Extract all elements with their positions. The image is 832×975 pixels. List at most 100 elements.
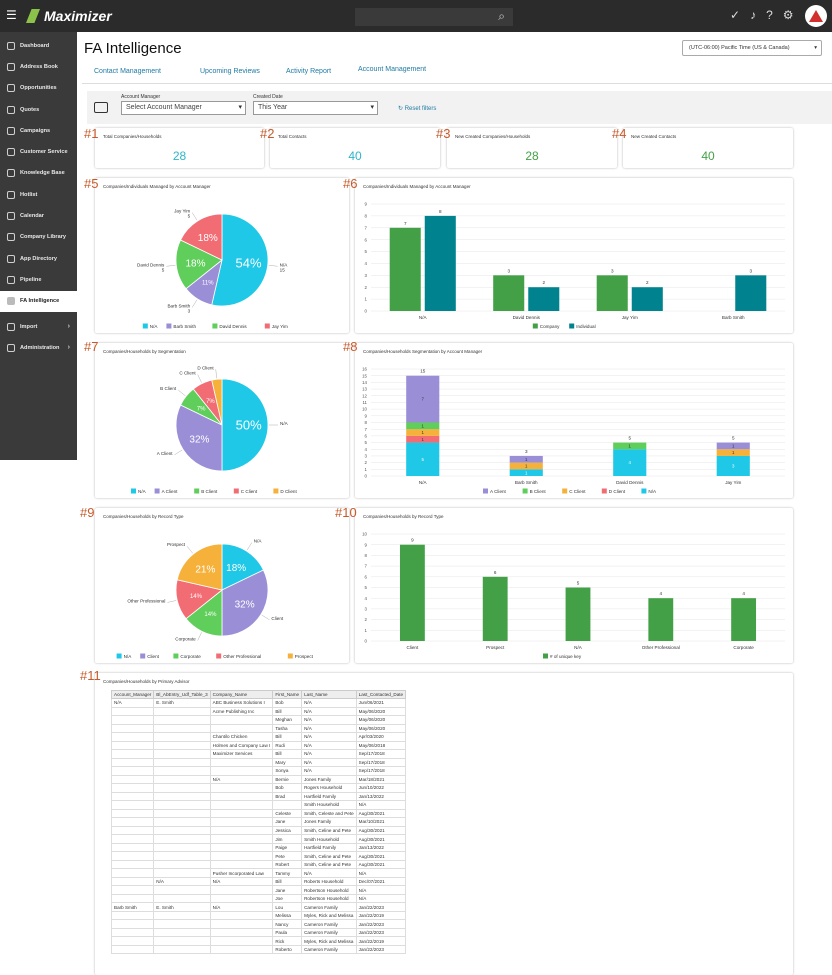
legend-label: B Client — [530, 489, 547, 494]
slice-percent-label: 14% — [204, 612, 217, 618]
table-cell — [209, 715, 274, 725]
table-cell: Apr/03/2020 — [355, 732, 407, 742]
y-tick-label: 2 — [365, 460, 368, 465]
kpi-title: Total Companies/Households — [103, 134, 162, 139]
chart-card-6: Companies/Individuals Managed by Account… — [355, 178, 793, 333]
campaigns-icon — [7, 126, 15, 135]
help-icon[interactable]: ? — [766, 8, 773, 22]
legend-label: D Client — [280, 489, 297, 494]
table-row: Jane Jones Family Mar/10/2021 — [110, 817, 407, 827]
import-icon — [7, 322, 15, 331]
opportunities-icon — [7, 84, 15, 93]
table-row: Pete Smith, Celine and Pete Aug/30/2021 — [110, 851, 407, 861]
reset-filters-button[interactable]: ↻ Reset filters — [398, 105, 436, 112]
table-row: Sonya N/A Sep/17/2018 — [110, 766, 407, 776]
bell-icon[interactable]: ♪ — [750, 8, 757, 22]
annotation-label: #5 — [84, 176, 99, 191]
sidebar-item-company-library[interactable]: Company Library — [0, 227, 77, 248]
legend-swatch — [233, 488, 239, 494]
legend-swatch — [569, 323, 575, 329]
search-icon[interactable]: ⌕ — [498, 9, 505, 23]
bar-value-label: 3 — [611, 268, 614, 273]
gear-icon[interactable]: ⚙ — [782, 8, 794, 22]
bar-segment — [406, 435, 440, 443]
table-header-row: Account_Manager Bl_AbEntry_Udf_Table_3 Com… — [110, 690, 407, 699]
tab-activity-report[interactable]: Activity Report — [286, 68, 332, 75]
sidebar-item-address-book[interactable]: Address Book — [0, 56, 77, 77]
table-cell: Jan/22/2023 — [355, 919, 407, 929]
column-header[interactable]: Last_Name — [301, 690, 357, 699]
column-header[interactable]: Company_Name — [209, 690, 274, 699]
table-row: Jim Smith Household Aug/30/2021 — [110, 834, 407, 844]
table-cell: Bill — [272, 732, 303, 742]
table-cell — [209, 910, 274, 921]
column-header[interactable]: First_Name — [272, 690, 303, 699]
tab-account-management[interactable]: Account Management — [358, 66, 427, 73]
annotation-label: #1 — [84, 126, 99, 141]
top-bar: ☰ Maximizer ⌕ ✓ ♪ ? ⚙ — [0, 0, 832, 32]
legend-label: C Client — [569, 489, 586, 494]
sidebar-item-administration[interactable]: Administration › — [0, 337, 77, 358]
slice-percent-label: 32% — [235, 600, 255, 611]
table-cell — [153, 825, 211, 836]
sidebar-item-quotes[interactable]: Quotes — [0, 99, 77, 120]
table-cell: Jun/06/2021 — [355, 698, 407, 708]
table-cell: Bill — [272, 706, 303, 717]
created-date-label: Created Date — [253, 94, 283, 100]
bar-value-label: 1 — [422, 423, 425, 428]
pie-slice — [221, 378, 269, 472]
legend-label: N/A — [138, 489, 147, 494]
sidebar-item-knowledge-base[interactable]: Knowledge Base — [0, 163, 77, 184]
table-cell: N/A — [355, 800, 407, 810]
sidebar-item-import[interactable]: Import › — [0, 316, 77, 337]
column-header[interactable]: Last_Contacted_Date — [355, 690, 407, 699]
created-date-select[interactable]: This Year — [253, 101, 378, 115]
account-manager-select[interactable]: Select Account Manager — [121, 101, 246, 115]
menu-icon[interactable]: ☰ — [6, 8, 17, 22]
chart-title: Companies/Households by Record Type — [103, 514, 184, 519]
sidebar-item-label: Administration — [20, 344, 60, 351]
sidebar-item-calendar[interactable]: Calendar — [0, 205, 77, 226]
table-cell — [153, 732, 211, 742]
slice-percent-label: 7% — [197, 406, 206, 412]
table-cell — [110, 851, 155, 861]
table-cell — [153, 817, 211, 827]
table-cell: Melissa — [272, 910, 303, 921]
check-icon[interactable]: ✓ — [730, 8, 741, 22]
sidebar-item-app-directory[interactable]: App Directory — [0, 248, 77, 269]
table-row: Paula Cameron Family Jan/22/2023 — [110, 927, 407, 938]
table-cell — [110, 774, 155, 785]
contact-card-icon[interactable] — [94, 102, 108, 113]
x-tick-label: Client — [407, 645, 419, 650]
table-cell: Jones Family — [301, 774, 357, 785]
y-tick-label: 3 — [365, 454, 368, 459]
sidebar-item-hotlist[interactable]: Hotlist — [0, 184, 77, 205]
sidebar-item-fa-intelligence[interactable]: FA Intelligence — [0, 290, 77, 312]
global-search[interactable]: ⌕ — [355, 8, 513, 26]
table-cell: Cameron Family — [301, 902, 357, 912]
table-cell — [209, 927, 274, 938]
timezone-select[interactable]: (UTC-06:00) Pacific Time (US & Canada) — [682, 40, 822, 56]
sidebar-item-customer-service[interactable]: Customer Service — [0, 141, 77, 162]
table-cell — [110, 740, 155, 751]
legend-swatch — [562, 488, 568, 494]
table-row: Roberto Cameron Family Jan/22/2023 — [110, 944, 407, 955]
sidebar-item-campaigns[interactable]: Campaigns — [0, 120, 77, 141]
tab-contact-management[interactable]: Contact Management — [94, 68, 161, 77]
sidebar-item-dashboard[interactable]: Dashboard — [0, 35, 77, 56]
tab-upcoming-reviews[interactable]: Upcoming Reviews — [200, 68, 260, 75]
column-header[interactable]: Bl_AbEntry_Udf_Table_3 — [153, 690, 211, 699]
column-header[interactable]: Account_Manager — [110, 690, 155, 699]
legend-label: Prospect — [295, 654, 314, 659]
sidebar-item-opportunities[interactable]: Opportunities — [0, 78, 77, 99]
table-cell: Jan/13/2022 — [355, 842, 407, 853]
bar-value-label: 1 — [525, 470, 528, 475]
sidebar-item-pipeline[interactable]: Pipeline — [0, 269, 77, 290]
app-logo[interactable]: Maximizer — [26, 7, 112, 25]
legend-swatch — [154, 488, 160, 494]
legend-swatch — [131, 488, 136, 494]
avatar[interactable] — [805, 5, 827, 27]
legend-swatch — [142, 323, 148, 329]
